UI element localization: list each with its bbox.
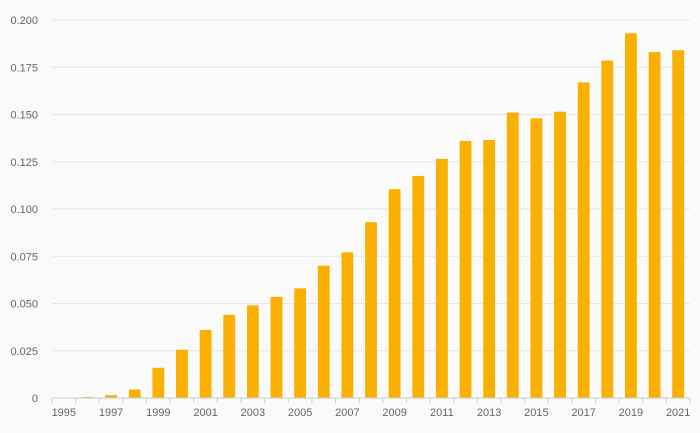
bar-2014 bbox=[506, 112, 519, 399]
bar-2020 bbox=[648, 52, 661, 398]
y-axis-tick-labels: 0 0.025 0.050 0.075 0.100 0.125 0.150 0.175 0.20… bbox=[10, 15, 38, 405]
x-tick-label: 2021 bbox=[666, 407, 690, 419]
y-tick-label: 0.100 bbox=[10, 204, 38, 216]
bar-2011 bbox=[435, 158, 448, 398]
x-tick-label: 2007 bbox=[335, 407, 359, 419]
bar-2021 bbox=[672, 50, 685, 399]
bar-2008 bbox=[365, 222, 377, 398]
x-tick-label: 2003 bbox=[241, 407, 265, 419]
bar-2007 bbox=[341, 252, 354, 398]
bar-1999 bbox=[152, 367, 165, 398]
bar-2017 bbox=[577, 82, 590, 399]
y-tick-label: 0 bbox=[32, 393, 38, 405]
bar-2015 bbox=[530, 118, 543, 398]
grid-lines bbox=[52, 19, 690, 399]
y-tick-label: 0.025 bbox=[10, 346, 38, 358]
x-axis-tick-labels: 1995 1997 1999 2001 2003 2005 2007 2009 2011 2013… bbox=[52, 407, 691, 419]
x-tick-label: 2011 bbox=[430, 407, 454, 419]
x-tick-label: 2019 bbox=[619, 407, 643, 419]
y-tick-label: 0.125 bbox=[10, 157, 38, 169]
bar-2006 bbox=[317, 265, 330, 398]
x-tick-label: 1995 bbox=[52, 407, 76, 419]
x-tick-label: 2009 bbox=[382, 407, 406, 419]
y-tick-label: 0.150 bbox=[10, 110, 38, 122]
bars bbox=[81, 33, 685, 399]
bar-2000 bbox=[176, 349, 188, 398]
x-tick-label: 2005 bbox=[288, 407, 312, 419]
bar-2019 bbox=[625, 33, 637, 398]
x-tick-label: 2015 bbox=[524, 407, 548, 419]
bar-2001 bbox=[199, 329, 212, 398]
bar-1997 bbox=[105, 395, 117, 398]
bar-1998 bbox=[128, 389, 141, 398]
y-tick-label: 0.075 bbox=[10, 251, 38, 263]
bar-2013 bbox=[483, 140, 496, 398]
bar-2002 bbox=[223, 314, 236, 398]
y-tick-label: 0.050 bbox=[10, 299, 38, 311]
x-tick-label: 2001 bbox=[193, 407, 217, 419]
y-tick-label: 0.175 bbox=[10, 62, 38, 74]
x-tick-label: 1999 bbox=[146, 407, 170, 419]
x-tick-label: 2013 bbox=[477, 407, 501, 419]
axes bbox=[51, 397, 691, 403]
bar-2003 bbox=[246, 305, 259, 398]
bar-2010 bbox=[412, 175, 425, 398]
bar-2018 bbox=[601, 60, 614, 398]
bar-2009 bbox=[388, 189, 401, 398]
y-tick-label: 0.200 bbox=[10, 15, 38, 27]
bar-2004 bbox=[270, 296, 283, 398]
bar-2012 bbox=[459, 140, 472, 398]
x-tick-label: 1997 bbox=[99, 407, 123, 419]
bar-2016 bbox=[554, 111, 566, 398]
bar-2005 bbox=[294, 288, 307, 398]
x-tick-label: 2017 bbox=[571, 407, 595, 419]
